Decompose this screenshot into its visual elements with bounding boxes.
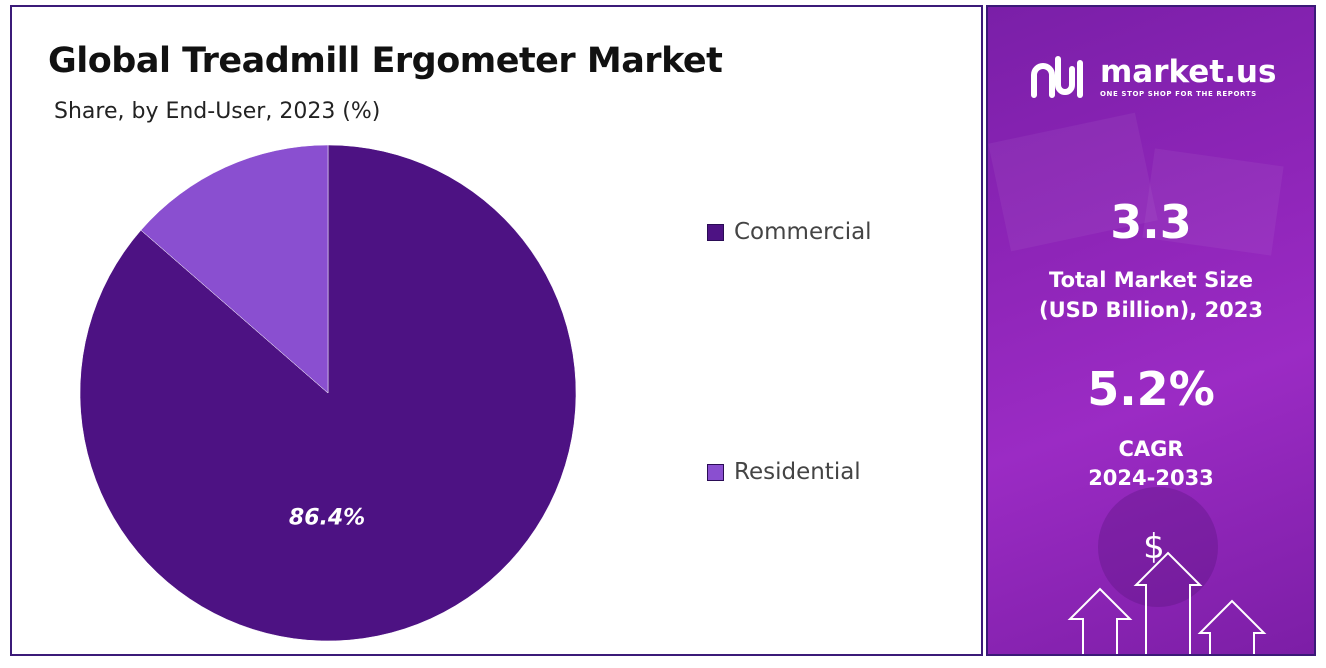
- market-size-label-line2: (USD Billion), 2023: [1038, 298, 1264, 322]
- legend-swatch-commercial: [707, 223, 724, 241]
- brand-logo: market.us ONE STOP SHOP FOR THE REPORTS: [1028, 55, 1276, 99]
- legend-item-residential: Residential: [707, 459, 861, 485]
- pie-slice-residential: [140, 144, 329, 394]
- background-decoration: [988, 112, 1284, 607]
- data-label-commercial: 86.4%: [289, 505, 365, 530]
- market-size-label-line1: Total Market Size: [1049, 268, 1253, 292]
- legend-item-commercial: Commercial: [707, 219, 872, 245]
- chart-subtitle: Share, by End-User, 2023 (%): [54, 99, 381, 124]
- chart-title: Global Treadmill Ergometer Market: [48, 41, 723, 81]
- arrow-up-icon: [1067, 551, 1267, 654]
- cagr-value: 5.2%: [1087, 362, 1215, 416]
- brand-name: market.us: [1100, 53, 1277, 90]
- pie-chart: 86.4%: [79, 144, 577, 642]
- legend-swatch-residential: [707, 463, 724, 481]
- chart-panel: Global Treadmill Ergometer Market Share,…: [10, 5, 983, 656]
- legend-label-residential: Residential: [734, 459, 861, 485]
- brand-tagline: ONE STOP SHOP FOR THE REPORTS: [1100, 89, 1257, 98]
- legend-label-commercial: Commercial: [734, 219, 872, 245]
- cagr-label-line2: 2024-2033: [1088, 466, 1214, 490]
- stats-panel: market.us ONE STOP SHOP FOR THE REPORTS …: [986, 5, 1316, 656]
- cagr-label-line1: CAGR: [1118, 437, 1184, 461]
- dollar-icon: $: [1143, 527, 1165, 567]
- market-size-value: 3.3: [1110, 195, 1192, 249]
- market-us-logo-icon: [1031, 56, 1083, 98]
